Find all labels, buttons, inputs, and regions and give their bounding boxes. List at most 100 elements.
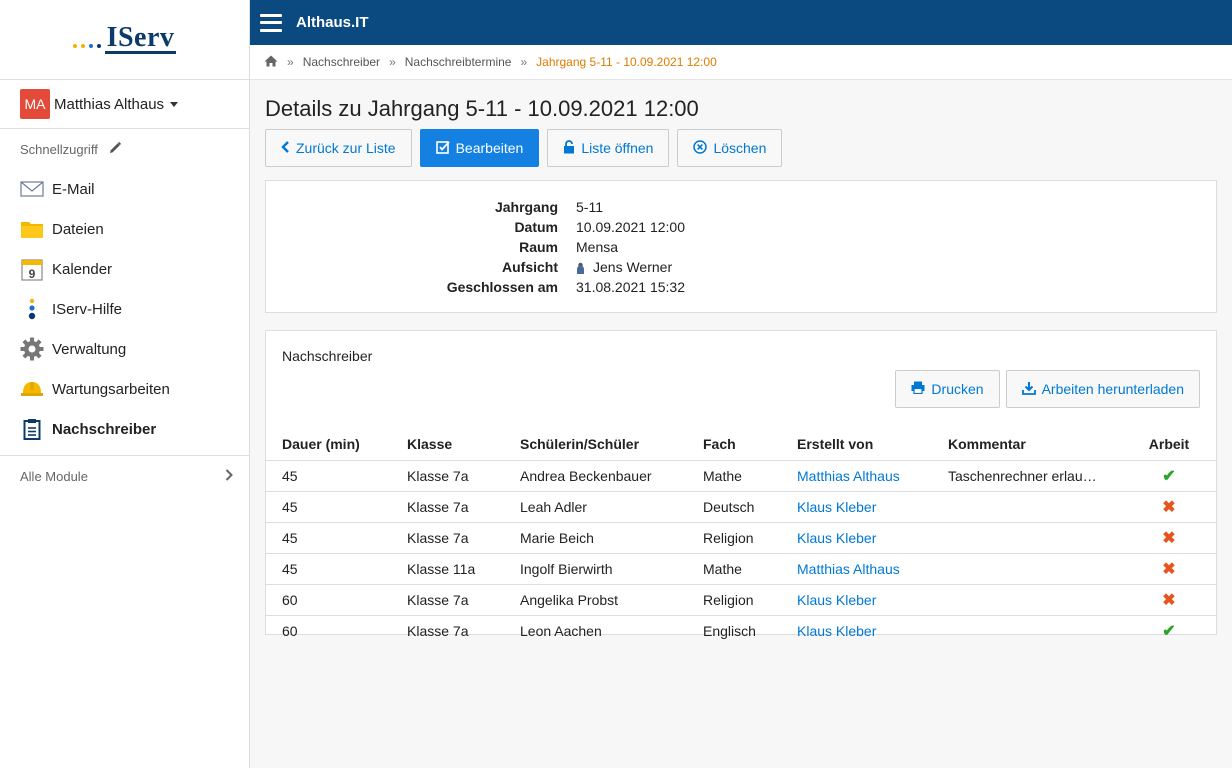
download-button[interactable]: Arbeiten herunterladen [1005, 370, 1200, 408]
cell-student: Marie Beich [504, 522, 687, 554]
pencil-icon[interactable] [108, 141, 122, 158]
check-icon[interactable]: ✔ [1162, 622, 1176, 640]
action-toolbar: Zurück zur Liste Bearbeiten Liste öffnen… [265, 129, 1217, 167]
cell-klasse: Klasse 7a [391, 584, 504, 616]
edit-button[interactable]: Bearbeiten [419, 129, 540, 167]
sidebar-item-label: E-Mail [52, 180, 95, 198]
cross-icon: ✖ [1122, 522, 1216, 554]
cell-comment: Taschenrechner erlau… [932, 460, 1122, 492]
column-header[interactable]: Fach [687, 429, 781, 461]
open-list-button[interactable]: Liste öffnen [547, 129, 670, 167]
back-to-list-label: Zurück zur Liste [296, 140, 396, 156]
table-row[interactable]: 45 Klasse 7a Marie Beich Religion Klaus … [266, 522, 1216, 554]
cell-creator-link[interactable]: Matthias Althaus [781, 553, 932, 585]
folder-icon [20, 217, 44, 241]
edit-icon [435, 140, 450, 157]
makeup-title: Nachschreiber [282, 348, 373, 364]
svg-text:9: 9 [29, 267, 36, 281]
column-header[interactable]: Kommentar [932, 429, 1122, 461]
cross-icon: ✖ [1122, 491, 1216, 523]
table-row[interactable]: 45 Klasse 11a Ingolf Bierwirth Mathe Mat… [266, 553, 1216, 585]
cell-creator-link[interactable]: Klaus Kleber [797, 622, 877, 639]
cell-dauer: 60 [266, 584, 391, 616]
main-content: Details zu Jahrgang 5-11 - 10.09.2021 12… [250, 80, 1232, 768]
column-header[interactable]: Arbeit [1122, 429, 1216, 461]
sidebar-item-maintenance[interactable]: Wartungsarbeiten [0, 369, 249, 409]
cell-dauer: 45 [266, 491, 391, 523]
user-menu[interactable]: MA Matthias Althaus [0, 80, 249, 129]
page-title: Details zu Jahrgang 5-11 - 10.09.2021 12… [265, 96, 699, 121]
detail-label: Raum [519, 239, 558, 255]
detail-label: Datum [514, 219, 558, 235]
breadcrumb-item-termine[interactable]: Nachschreibtermine [404, 55, 512, 69]
table-row[interactable]: 60 Klasse 7a Leon Aachen Englisch Klaus … [266, 615, 1216, 646]
brand-title[interactable]: Althaus.IT [296, 14, 369, 31]
cell-fach: Deutsch [687, 491, 781, 523]
sidebar-item-calendar[interactable]: 9 Kalender [0, 249, 249, 289]
cell-comment [932, 553, 1122, 585]
cell-fach: Religion [687, 584, 781, 616]
details-panel: Jahrgang 5-11 Datum 10.09.2021 12:00 Rau… [265, 180, 1217, 313]
download-icon [1021, 381, 1036, 398]
sidebar-item-admin[interactable]: Verwaltung [0, 329, 249, 369]
cell-creator-link[interactable]: Klaus Kleber [781, 584, 932, 616]
logo-dots [72, 44, 101, 48]
all-modules-label: Alle Module [20, 468, 88, 484]
table-row[interactable]: 45 Klasse 7a Leah Adler Deutsch Klaus Kl… [266, 491, 1216, 523]
detail-label: Aufsicht [502, 259, 558, 275]
check-icon[interactable]: ✔ [1122, 460, 1216, 492]
hamburger-menu-icon[interactable] [260, 13, 282, 32]
breadcrumb-separator: » [520, 55, 528, 69]
cell-klasse: Klasse 7a [391, 522, 504, 554]
detail-value-aufsicht: Jens Werner [576, 259, 672, 275]
all-modules-link[interactable]: Alle Module [0, 456, 249, 496]
cell-dauer: 45 [266, 553, 391, 585]
makeup-panel: Nachschreiber Drucken Arbeiten herunterl… [265, 330, 1217, 640]
sidebar-item-label: Kalender [52, 260, 113, 278]
sidebar-item-files[interactable]: Dateien [0, 209, 249, 249]
makeup-tools: Drucken Arbeiten herunterladen [266, 370, 1216, 408]
sidebar-item-nachschreiber[interactable]: Nachschreiber [0, 409, 249, 449]
cross-icon: ✖ [1122, 553, 1216, 585]
clipboard-icon [20, 417, 44, 441]
column-header[interactable]: Schülerin/Schüler [504, 429, 687, 461]
breadcrumb-separator: » [287, 55, 294, 69]
logo-wordmark: IServ [104, 22, 177, 54]
delete-button[interactable]: Löschen [677, 129, 783, 167]
sidebar-item-help[interactable]: IServ-Hilfe [0, 289, 249, 329]
breadcrumb: » Nachschreiber » Nachschreibtermine » J… [250, 45, 1232, 80]
cell-fach: Englisch [703, 622, 756, 639]
user-name: Matthias Althaus [54, 95, 165, 113]
cell-creator-link[interactable]: Matthias Althaus [781, 460, 932, 492]
logo-area: IServ [0, 0, 249, 80]
quick-access-label: Schnellzugriff [20, 141, 98, 157]
iserv-logo[interactable]: IServ [72, 22, 177, 54]
column-header[interactable]: Erstellt von [781, 429, 932, 461]
column-header[interactable]: Klasse [391, 429, 504, 461]
caret-down-icon [170, 101, 179, 107]
table-row[interactable]: 60 Klasse 7a Angelika Probst Religion Kl… [266, 584, 1216, 616]
cell-creator-link[interactable]: Klaus Kleber [781, 522, 932, 554]
table-row[interactable]: 45 Klasse 7a Andrea Beckenbauer Mathe Ma… [266, 460, 1216, 492]
column-header[interactable]: Dauer (min) [266, 429, 391, 461]
edit-label: Bearbeiten [455, 140, 524, 156]
home-icon[interactable] [264, 55, 278, 70]
print-button[interactable]: Drucken [895, 370, 1000, 408]
print-label: Drucken [931, 381, 984, 397]
cell-student: Ingolf Bierwirth [504, 553, 687, 585]
cell-fach: Religion [687, 522, 781, 554]
cell-creator-link[interactable]: Klaus Kleber [781, 491, 932, 523]
cell-comment [932, 615, 1122, 646]
sidebar-item-email[interactable]: E-Mail [0, 169, 249, 209]
breadcrumb-item-nachschreiber[interactable]: Nachschreiber [302, 55, 381, 69]
makeup-table: Dauer (min) Klasse Schülerin/Schüler Fac… [266, 429, 1216, 646]
detail-row-aufsicht: Aufsicht Jens Werner [266, 257, 1216, 277]
supervisor-name[interactable]: Jens Werner [593, 259, 673, 275]
cell-student: Angelika Probst [504, 584, 687, 616]
cell-dauer: 60 [282, 622, 298, 639]
back-to-list-button[interactable]: Zurück zur Liste [265, 129, 412, 167]
help-icon [20, 297, 44, 321]
sidebar-item-label: IServ-Hilfe [52, 300, 123, 318]
cell-comment [932, 522, 1122, 554]
detail-row-datum: Datum 10.09.2021 12:00 [266, 217, 1216, 237]
